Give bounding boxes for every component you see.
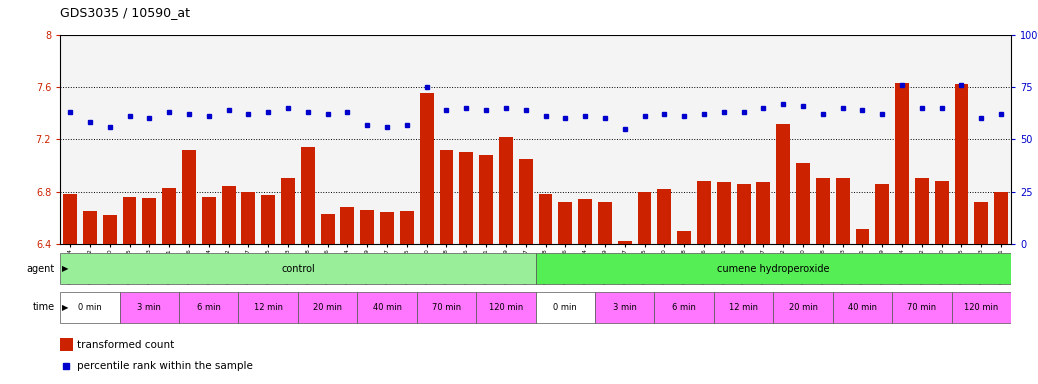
Text: GDS3035 / 10590_at: GDS3035 / 10590_at [60, 6, 190, 19]
Bar [717, 182, 731, 244]
Text: 70 min: 70 min [432, 303, 461, 312]
Bar [677, 231, 691, 244]
Bar [103, 215, 116, 244]
Bar [655, 292, 714, 323]
Bar [301, 147, 315, 244]
Bar [380, 212, 394, 244]
Bar [83, 211, 97, 244]
Bar [63, 194, 77, 244]
Bar [914, 179, 929, 244]
Bar [60, 292, 119, 323]
Bar [955, 84, 968, 244]
Text: time: time [33, 302, 55, 312]
Text: 40 min: 40 min [373, 303, 402, 312]
Bar [340, 207, 354, 244]
Bar [281, 179, 295, 244]
Bar [935, 181, 949, 244]
Bar [757, 182, 770, 244]
Bar [776, 124, 790, 244]
Bar [439, 150, 454, 244]
Bar [598, 202, 611, 244]
Bar [519, 159, 532, 244]
Bar [536, 253, 1011, 284]
Bar [994, 192, 1008, 244]
Bar [657, 189, 672, 244]
Bar [119, 292, 180, 323]
Bar [400, 211, 414, 244]
Text: cumene hydroperoxide: cumene hydroperoxide [717, 264, 829, 274]
Bar [773, 292, 832, 323]
Bar [895, 83, 909, 244]
Bar [262, 195, 275, 244]
Bar [816, 179, 829, 244]
Bar [417, 292, 476, 323]
Bar [122, 197, 136, 244]
Text: ▶: ▶ [62, 264, 69, 273]
Text: 120 min: 120 min [964, 303, 999, 312]
Text: ▶: ▶ [62, 303, 69, 312]
Bar [595, 292, 655, 323]
Text: 0 min: 0 min [553, 303, 577, 312]
Text: 3 min: 3 min [612, 303, 636, 312]
Bar [419, 93, 434, 244]
Bar [201, 197, 216, 244]
Text: agent: agent [27, 264, 55, 274]
Bar [875, 184, 890, 244]
Text: transformed count: transformed count [77, 339, 174, 350]
Bar [162, 188, 176, 244]
Bar [836, 179, 849, 244]
Bar [60, 338, 73, 351]
Bar [618, 241, 632, 244]
Text: percentile rank within the sample: percentile rank within the sample [77, 361, 253, 371]
Bar [637, 192, 652, 244]
Bar [558, 202, 572, 244]
Bar [180, 292, 239, 323]
Text: 20 min: 20 min [789, 303, 818, 312]
Text: 120 min: 120 min [489, 303, 523, 312]
Bar [360, 210, 374, 244]
Bar [737, 184, 750, 244]
Bar [536, 292, 595, 323]
Bar [476, 292, 536, 323]
Bar [499, 137, 513, 244]
Bar [975, 202, 988, 244]
Text: 70 min: 70 min [907, 303, 936, 312]
Text: 6 min: 6 min [197, 303, 221, 312]
Bar [893, 292, 952, 323]
Text: 6 min: 6 min [673, 303, 696, 312]
Bar [460, 152, 473, 244]
Bar [796, 163, 810, 244]
Bar [142, 198, 157, 244]
Bar [298, 292, 357, 323]
Bar [578, 199, 592, 244]
Bar [222, 186, 236, 244]
Text: 40 min: 40 min [848, 303, 877, 312]
Bar [60, 253, 536, 284]
Text: 0 min: 0 min [78, 303, 102, 312]
Bar [952, 292, 1011, 323]
Bar [832, 292, 893, 323]
Bar [698, 181, 711, 244]
Bar [357, 292, 417, 323]
Bar [714, 292, 773, 323]
Bar [855, 230, 870, 244]
Bar [321, 214, 334, 244]
Text: 12 min: 12 min [729, 303, 758, 312]
Text: 20 min: 20 min [313, 303, 343, 312]
Bar [480, 155, 493, 244]
Bar [242, 192, 255, 244]
Text: control: control [281, 264, 315, 274]
Text: 3 min: 3 min [137, 303, 161, 312]
Text: 12 min: 12 min [253, 303, 282, 312]
Bar [539, 194, 552, 244]
Bar [182, 150, 196, 244]
Bar [239, 292, 298, 323]
